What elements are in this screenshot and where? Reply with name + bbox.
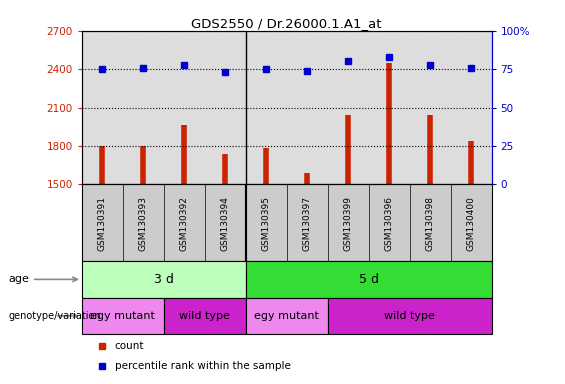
Bar (328, 298, 492, 334)
Bar (82, 261, 246, 298)
Text: GSM130393: GSM130393 (139, 196, 148, 251)
Text: wild type: wild type (179, 311, 231, 321)
Text: GSM130391: GSM130391 (98, 196, 107, 251)
Bar (164, 298, 246, 334)
Text: GSM130394: GSM130394 (221, 196, 230, 251)
Text: GSM130397: GSM130397 (303, 196, 312, 251)
Text: wild type: wild type (384, 311, 435, 321)
Text: GSM130399: GSM130399 (344, 196, 353, 251)
Bar (82, 298, 164, 334)
Bar (246, 298, 328, 334)
Text: GSM130392: GSM130392 (180, 196, 189, 251)
Text: 5 d: 5 d (359, 273, 379, 286)
Text: egy mutant: egy mutant (90, 311, 155, 321)
Text: GSM130396: GSM130396 (385, 196, 394, 251)
Text: age: age (8, 274, 77, 285)
Text: genotype/variation: genotype/variation (8, 311, 101, 321)
Title: GDS2550 / Dr.26000.1.A1_at: GDS2550 / Dr.26000.1.A1_at (192, 17, 382, 30)
Text: GSM130400: GSM130400 (467, 196, 476, 251)
Bar (246, 261, 492, 298)
Text: egy mutant: egy mutant (254, 311, 319, 321)
Text: count: count (115, 341, 144, 351)
Text: percentile rank within the sample: percentile rank within the sample (115, 361, 290, 371)
Text: GSM130395: GSM130395 (262, 196, 271, 251)
Text: 3 d: 3 d (154, 273, 174, 286)
Text: GSM130398: GSM130398 (425, 196, 434, 251)
